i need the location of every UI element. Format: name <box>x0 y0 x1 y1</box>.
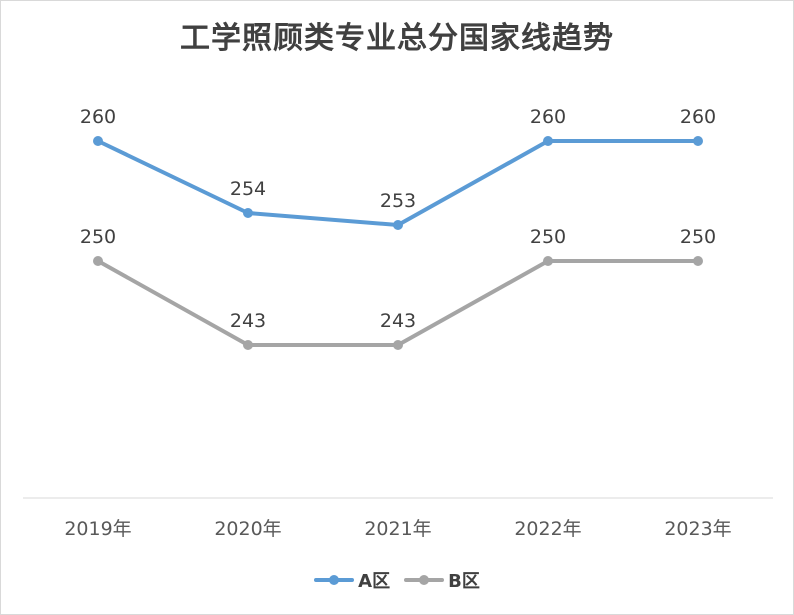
data-point <box>93 256 103 266</box>
x-tick-label: 2020年 <box>214 518 281 540</box>
data-label: 250 <box>680 226 716 248</box>
legend-label: A区 <box>358 571 391 592</box>
data-label: 250 <box>80 226 116 248</box>
data-point <box>243 208 253 218</box>
data-point <box>543 256 553 266</box>
x-tick-label: 2021年 <box>364 518 431 540</box>
data-point <box>393 220 403 230</box>
data-point <box>693 256 703 266</box>
series-line <box>96 139 700 227</box>
data-label: 243 <box>230 310 266 332</box>
data-label: 253 <box>380 190 416 212</box>
plot-area: 2019年 2020年 2021年 2022年 2023年 260 254 253 260 260… <box>23 106 773 540</box>
data-point <box>543 136 553 146</box>
data-label: 250 <box>530 226 566 248</box>
data-label: 260 <box>680 106 716 128</box>
legend: A区 B区 <box>1 567 793 593</box>
data-label: 260 <box>80 106 116 128</box>
x-tick-label: 2022年 <box>514 518 581 540</box>
legend-swatch-icon <box>314 575 355 585</box>
legend-label: B区 <box>448 571 480 592</box>
data-point <box>93 136 103 146</box>
data-label: 243 <box>380 310 416 332</box>
legend-item[interactable]: A区 <box>314 567 390 593</box>
data-point <box>243 340 253 350</box>
chart-title: 工学照顾类专业总分国家线趋势 <box>180 21 614 56</box>
x-tick-label: 2019年 <box>64 518 131 540</box>
legend-item[interactable]: B区 <box>404 567 480 593</box>
legend-swatch-icon <box>404 575 445 585</box>
data-point <box>393 340 403 350</box>
data-label: 254 <box>230 178 266 200</box>
data-point <box>693 136 703 146</box>
data-label: 260 <box>530 106 566 128</box>
x-tick-label: 2023年 <box>664 518 731 540</box>
series-line <box>96 259 700 347</box>
